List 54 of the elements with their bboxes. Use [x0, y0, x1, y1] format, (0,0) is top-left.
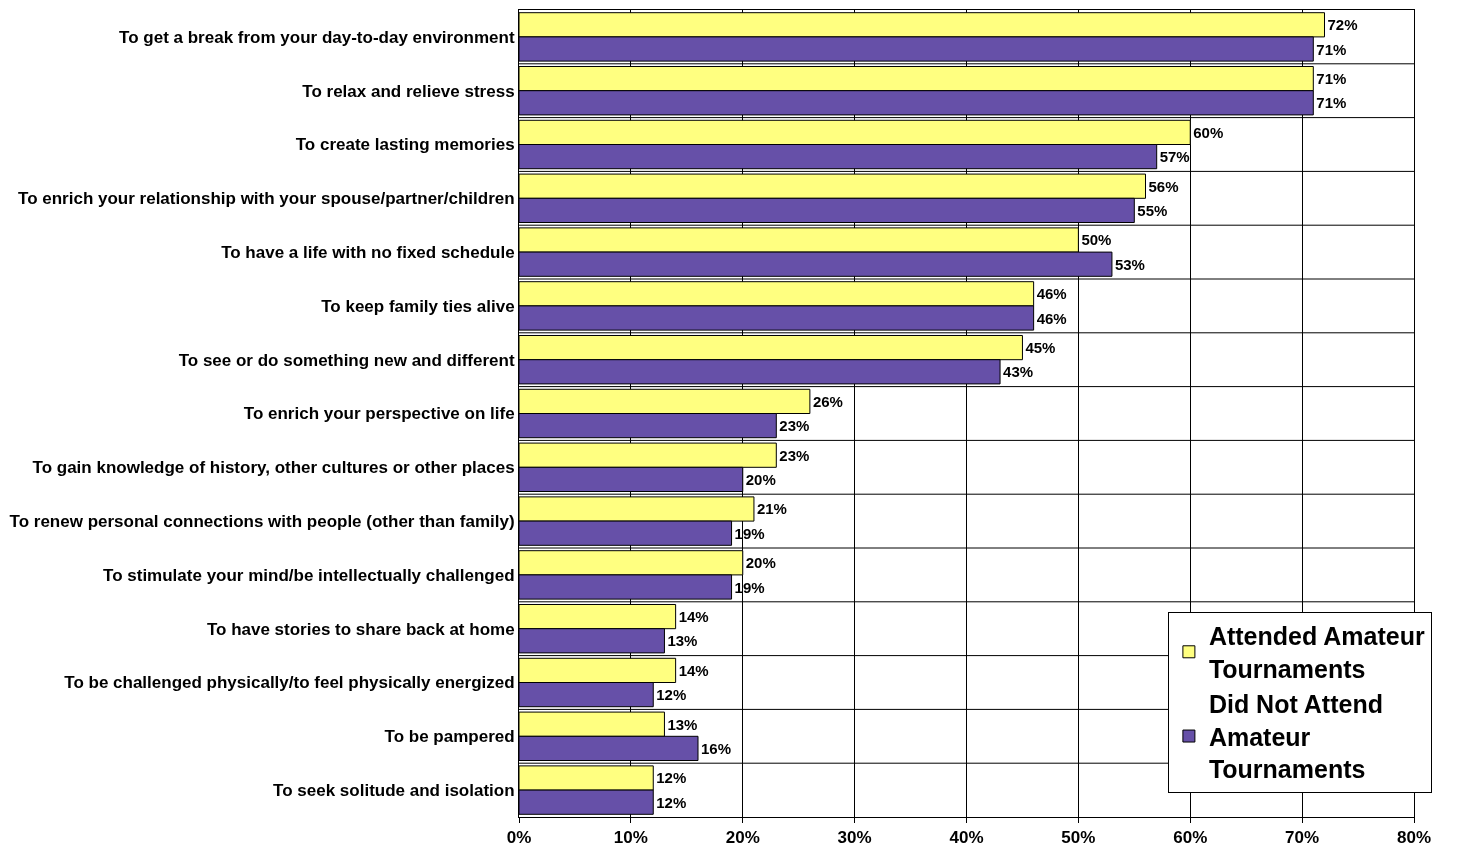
- x-tick-label: 70%: [1285, 828, 1320, 848]
- data-label: 12%: [656, 769, 687, 787]
- y-tick-label: To be pampered: [384, 727, 515, 747]
- data-label: 16%: [701, 739, 732, 757]
- data-label: 21%: [756, 500, 787, 518]
- data-label: 57%: [1159, 148, 1190, 166]
- data-label: 72%: [1327, 16, 1358, 34]
- y-tick-label: To see or do something new and different: [178, 350, 515, 370]
- data-label: 56%: [1148, 177, 1179, 195]
- x-tick-label: 0%: [506, 828, 532, 848]
- data-label: 26%: [812, 392, 843, 410]
- x-tick-label: 20%: [725, 828, 760, 848]
- data-label: 46%: [1036, 309, 1067, 327]
- y-tick-label: To gain knowledge of history, other cultures or other places: [32, 458, 515, 478]
- y-tick-label: To enrich your perspective on life: [243, 404, 515, 424]
- x-tick-label: 50%: [1061, 828, 1096, 848]
- data-label: 71%: [1316, 40, 1347, 58]
- x-tick-label: 40%: [949, 828, 984, 848]
- data-label: 53%: [1114, 255, 1145, 273]
- data-label: 20%: [745, 470, 776, 488]
- data-label: 20%: [745, 554, 776, 572]
- x-tick-label: 80%: [1396, 828, 1432, 848]
- data-label: 14%: [678, 608, 709, 626]
- data-label: 71%: [1316, 70, 1347, 88]
- y-tick-label: To enrich your relationship with your spouse/partner/children: [18, 189, 515, 209]
- y-tick-label: To be challenged physically/to feel physically energized: [64, 673, 515, 693]
- data-label: 60%: [1193, 123, 1224, 141]
- data-label: 55%: [1137, 201, 1168, 219]
- y-tick-label: To create lasting memories: [295, 135, 515, 155]
- data-label: 23%: [779, 446, 810, 464]
- data-label: 12%: [656, 793, 687, 811]
- data-label: 12%: [656, 686, 687, 704]
- y-tick-label: To renew personal connections with people (other than family): [9, 512, 515, 532]
- data-label: 71%: [1316, 94, 1347, 112]
- x-tick-label: 60%: [1173, 828, 1208, 848]
- data-label: 45%: [1025, 339, 1056, 357]
- data-label: 46%: [1036, 285, 1067, 303]
- data-label: 50%: [1081, 231, 1112, 249]
- x-tick-label: 30%: [837, 828, 872, 848]
- y-tick-label: To stimulate your mind/be intellectually challenged: [103, 565, 515, 585]
- data-label: 14%: [678, 661, 709, 679]
- legend-label: Did Not Attend Amateur Tournaments: [1208, 690, 1383, 784]
- data-label: 13%: [667, 632, 698, 650]
- y-tick-label: To get a break from your day-to-day environment: [119, 27, 515, 47]
- y-tick-label: To have stories to share back at home: [206, 619, 515, 639]
- y-tick-label: To have a life with no fixed schedule: [221, 243, 515, 263]
- data-label: 23%: [779, 417, 810, 435]
- y-tick-label: To seek solitude and isolation: [273, 781, 515, 801]
- data-label: 13%: [667, 715, 698, 733]
- y-tick-label: To relax and relieve stress: [302, 81, 515, 101]
- legend-label: Attended Amateur Tournaments: [1208, 622, 1425, 683]
- data-label: 43%: [1003, 363, 1034, 381]
- x-tick-label: 10%: [613, 828, 648, 848]
- y-tick-label: To keep family ties alive: [321, 296, 515, 316]
